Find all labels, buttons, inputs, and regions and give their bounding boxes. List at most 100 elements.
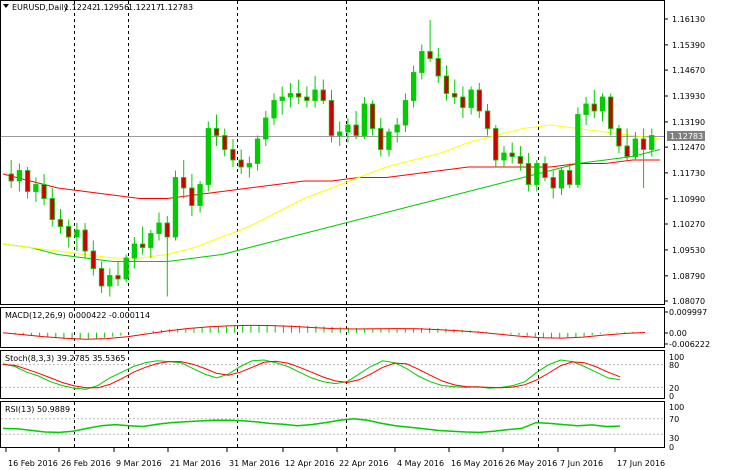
price-tick-label-4: 1.13190 <box>672 118 705 127</box>
time-label-8: 16 May 2016 <box>451 459 503 468</box>
candlesticks <box>8 20 655 297</box>
time-label-1: 26 Feb 2016 <box>61 459 111 468</box>
chart-header-open: 1.12242 <box>64 3 97 12</box>
candle-body-0 <box>8 173 14 182</box>
chart-header-low: 1.12217 <box>128 3 161 12</box>
time-label-0: 16 Feb 2016 <box>8 459 58 468</box>
price-axis: 1.16130 1.15390 1.14670 1.13930 1.13190 1.124… <box>664 15 705 306</box>
price-tick-label-1: 1.15390 <box>672 41 705 50</box>
price-tick-label-11: 1.08070 <box>672 297 705 306</box>
candle-body-51 <box>427 51 433 59</box>
candle-body-10 <box>90 250 96 269</box>
candle-body-57 <box>476 89 483 112</box>
candle-body-28 <box>238 159 244 168</box>
candle-body-48 <box>402 100 409 126</box>
price-tick-label-6: 1.11730 <box>672 169 705 178</box>
time-label-6: 22 Apr 2016 <box>339 459 388 468</box>
stoch-pane[interactable] <box>0 350 665 399</box>
candle-body-22 <box>189 187 195 206</box>
time-label-2: 9 Mar 2016 <box>116 459 162 468</box>
stoch-title: Stoch(8,3,3) 39.2785 35.5365 <box>5 354 125 363</box>
candle-body-69 <box>575 114 581 185</box>
candle-body-47 <box>394 124 400 133</box>
candle-body-30 <box>254 138 261 164</box>
candle-body-74 <box>616 128 622 147</box>
candle-body-9 <box>82 229 88 252</box>
candle-body-66 <box>550 177 556 189</box>
candle-body-46 <box>386 131 392 150</box>
candle-body-59 <box>493 128 499 161</box>
price-tick-label-3: 1.13930 <box>672 92 705 101</box>
candle-body-6 <box>57 219 64 227</box>
time-label-4: 31 Mar 2016 <box>229 459 280 468</box>
candle-body-24 <box>205 128 212 185</box>
candle-body-65 <box>542 163 548 178</box>
candle-body-50 <box>419 51 425 73</box>
candle-body-54 <box>451 93 458 98</box>
candle-body-34 <box>287 93 294 98</box>
candle-body-56 <box>468 89 474 108</box>
candle-body-71 <box>591 103 597 112</box>
candle-body-49 <box>410 72 417 101</box>
time-axis: 16 Feb 2016 26 Feb 2016 9 Mar 2016 21 Mar 2… <box>5 448 665 468</box>
candle-body-21 <box>180 177 187 189</box>
candle-body-1 <box>16 170 23 182</box>
price-tick-label-0: 1.16130 <box>672 15 705 24</box>
time-label-7: 4 May 2016 <box>397 459 444 468</box>
time-label-10: 7 Jun 2016 <box>560 459 603 468</box>
main-price-pane[interactable] <box>0 0 665 305</box>
candle-body-14 <box>123 257 129 280</box>
candle-body-55 <box>460 96 466 108</box>
candle-body-52 <box>435 58 441 77</box>
rsi-tick-label-1: 70 <box>669 415 679 424</box>
candle-body-44 <box>369 103 376 129</box>
candle-body-2 <box>24 170 31 192</box>
stoch-main-line <box>2 359 621 390</box>
candle-body-39 <box>328 100 335 136</box>
candle-body-40 <box>337 131 343 136</box>
candle-body-31 <box>263 117 269 140</box>
stoch-tick-label-3: 0 <box>669 392 674 401</box>
chart-header-high: 1.12956 <box>96 3 129 12</box>
candle-body-60 <box>501 152 507 161</box>
price-tick-label-9: 1.09530 <box>672 246 705 255</box>
macd-title: MACD(12,26,9) 0.000422 -0.000114 <box>5 311 150 320</box>
candle-body-19 <box>164 222 170 238</box>
candle-body-62 <box>517 156 523 164</box>
stoch-tick-label-1: 80 <box>669 361 679 370</box>
ma-mid-line <box>2 159 660 199</box>
candle-body-37 <box>312 89 318 101</box>
candle-body-43 <box>361 103 368 136</box>
candle-body-17 <box>148 233 154 248</box>
rsi-tick-label-3: 0 <box>669 443 674 452</box>
rsi-tick-label-0: 100 <box>669 403 684 412</box>
candle-body-15 <box>131 243 138 259</box>
macd-tick-label-1: 0.00 <box>669 329 687 338</box>
chart-header-close: 1.12783 <box>160 3 193 12</box>
candle-body-68 <box>567 170 573 185</box>
candle-body-33 <box>279 96 285 101</box>
candle-body-53 <box>443 75 450 94</box>
candle-body-16 <box>139 243 146 248</box>
candle-body-23 <box>197 184 203 206</box>
candle-body-75 <box>624 145 630 157</box>
chart-header-symbol: EURUSD,Daily <box>12 3 69 12</box>
rsi-tick-label-2: 30 <box>669 434 679 443</box>
candle-body-27 <box>230 149 236 161</box>
price-tick-label-8: 1.10270 <box>672 220 705 229</box>
candle-body-8 <box>74 229 80 238</box>
candle-body-41 <box>345 124 351 133</box>
candle-body-12 <box>107 275 113 287</box>
time-label-3: 21 Mar 2016 <box>170 459 221 468</box>
candle-body-20 <box>172 177 179 238</box>
candle-body-73 <box>608 96 614 129</box>
macd-signal-line <box>2 324 646 340</box>
triangle-down-icon[interactable] <box>3 4 9 8</box>
candle-body-4 <box>41 184 47 199</box>
macd-indicator <box>2 324 646 340</box>
candle-body-18 <box>156 222 162 234</box>
ma-fast-line <box>2 124 661 259</box>
candle-body-76 <box>632 138 638 157</box>
